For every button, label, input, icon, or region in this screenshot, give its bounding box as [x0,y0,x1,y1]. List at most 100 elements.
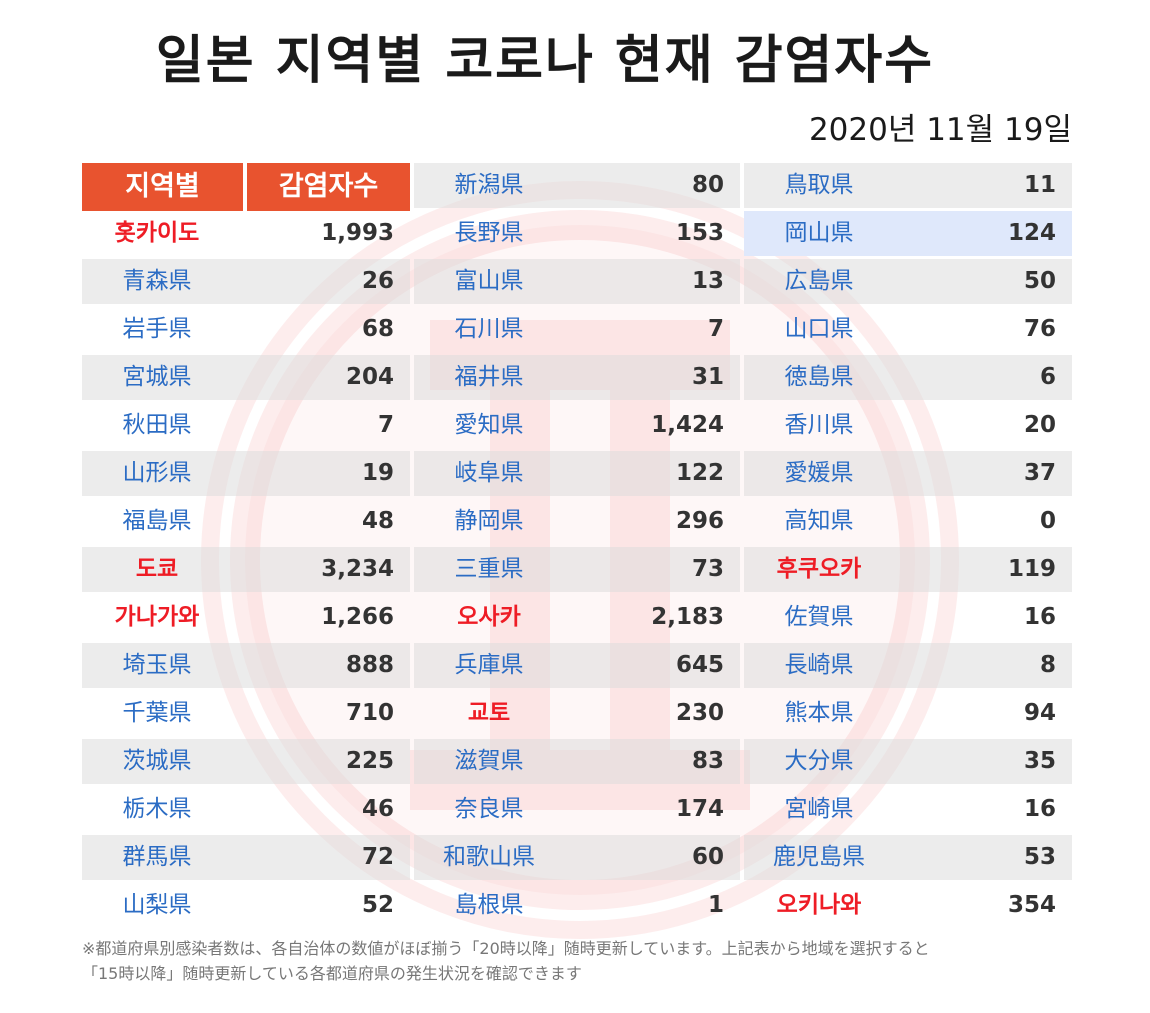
region-cell[interactable]: 가나가와 1,266 [82,595,410,640]
region-cell[interactable]: 山形県 19 [82,451,410,496]
infected-count: 16 [1023,796,1056,822]
region-name[interactable]: 岡山県 [784,220,854,246]
region-name[interactable]: 宮崎県 [784,796,854,822]
infected-count: 73 [691,556,724,582]
region-name[interactable]: 福島県 [122,508,192,534]
region-cell[interactable]: 岩手県 68 [82,307,410,352]
region-cell[interactable]: 岡山県 124 [744,211,1072,256]
region-name[interactable]: 大分県 [784,748,854,774]
region-cell[interactable]: 奈良県 174 [414,787,740,832]
region-cell[interactable]: 富山県 13 [414,259,740,304]
region-cell[interactable]: 和歌山県 60 [414,835,740,880]
region-cell[interactable]: 大分県 35 [744,739,1072,784]
region-name[interactable]: 島根県 [454,892,524,918]
region-name[interactable]: 群馬県 [122,844,192,870]
region-name[interactable]: 후쿠오카 [776,556,862,582]
region-name[interactable]: 徳島県 [784,364,854,390]
region-cell[interactable]: 福島県 48 [82,499,410,544]
region-name[interactable]: 長野県 [454,220,524,246]
region-cell[interactable]: 三重県 73 [414,547,740,592]
region-cell[interactable]: 千葉県 710 [82,691,410,736]
region-cell[interactable]: 長野県 153 [414,211,740,256]
infected-count: 296 [675,508,724,534]
region-name[interactable]: 富山県 [454,268,524,294]
region-name[interactable]: 山形県 [122,460,192,486]
region-name[interactable]: 佐賀県 [784,604,854,630]
region-name[interactable]: 兵庫県 [454,652,524,678]
region-name[interactable]: 오키나와 [776,892,862,918]
region-name[interactable]: 茨城県 [122,748,192,774]
region-cell[interactable]: 도쿄 3,234 [82,547,410,592]
region-name[interactable]: 栃木県 [122,796,192,822]
region-name[interactable]: 長崎県 [784,652,854,678]
region-cell[interactable]: 岐阜県 122 [414,451,740,496]
infected-count: 3,234 [321,556,394,582]
region-name[interactable]: 愛知県 [454,412,524,438]
region-name[interactable]: 홋카이도 [114,220,200,246]
region-cell[interactable]: 교토 230 [414,691,740,736]
region-cell[interactable]: 후쿠오카 119 [744,547,1072,592]
region-cell[interactable]: 徳島県 6 [744,355,1072,400]
region-name[interactable]: 宮城県 [122,364,192,390]
region-cell[interactable]: 群馬県 72 [82,835,410,880]
region-name[interactable]: 新潟県 [454,172,524,198]
region-cell[interactable]: 長崎県 8 [744,643,1072,688]
region-cell[interactable]: 静岡県 296 [414,499,740,544]
region-name[interactable]: 도쿄 [135,556,179,582]
region-cell[interactable]: 新潟県 80 [414,163,740,208]
region-cell[interactable]: 愛媛県 37 [744,451,1072,496]
region-name[interactable]: 愛媛県 [784,460,854,486]
infected-count: 354 [1007,892,1056,918]
region-name[interactable]: 鳥取県 [784,172,854,198]
region-name[interactable]: 岐阜県 [454,460,524,486]
region-name[interactable]: 埼玉県 [122,652,192,678]
region-cell[interactable]: 青森県 26 [82,259,410,304]
region-name[interactable]: 福井県 [454,364,524,390]
region-cell[interactable]: 愛知県 1,424 [414,403,740,448]
region-cell[interactable]: 山梨県 52 [82,883,410,928]
region-name[interactable]: 千葉県 [122,700,192,726]
region-cell[interactable]: 佐賀県 16 [744,595,1072,640]
region-cell[interactable]: 広島県 50 [744,259,1072,304]
region-cell[interactable]: 오사카 2,183 [414,595,740,640]
region-name[interactable]: 広島県 [784,268,854,294]
region-name[interactable]: 오사카 [457,604,521,630]
region-cell[interactable]: 兵庫県 645 [414,643,740,688]
region-cell[interactable]: 鹿児島県 53 [744,835,1072,880]
region-cell[interactable]: 埼玉県 888 [82,643,410,688]
region-cell[interactable]: 島根県 1 [414,883,740,928]
region-name[interactable]: 静岡県 [454,508,524,534]
region-cell[interactable]: 宮崎県 16 [744,787,1072,832]
region-cell[interactable]: 高知県 0 [744,499,1072,544]
region-name[interactable]: 秋田県 [122,412,192,438]
region-cell[interactable]: 熊本県 94 [744,691,1072,736]
region-cell[interactable]: 福井県 31 [414,355,740,400]
region-cell[interactable]: 香川県 20 [744,403,1072,448]
region-name[interactable]: 和歌山県 [443,844,535,870]
region-name[interactable]: 滋賀県 [454,748,524,774]
region-name[interactable]: 石川県 [454,316,524,342]
region-cell[interactable]: 鳥取県 11 [744,163,1072,208]
region-name[interactable]: 鹿児島県 [773,844,865,870]
region-cell[interactable]: 홋카이도 1,993 [82,211,410,256]
region-name[interactable]: 青森県 [122,268,192,294]
region-name[interactable]: 熊本県 [784,700,854,726]
region-cell[interactable]: 山口県 76 [744,307,1072,352]
region-name[interactable]: 山梨県 [122,892,192,918]
region-cell[interactable]: 滋賀県 83 [414,739,740,784]
region-cell[interactable]: 石川県 7 [414,307,740,352]
region-name[interactable]: 香川県 [784,412,854,438]
region-cell[interactable]: 栃木県 46 [82,787,410,832]
region-cell[interactable]: 오키나와 354 [744,883,1072,928]
region-name[interactable]: 山口県 [784,316,854,342]
region-name[interactable]: 가나가와 [114,604,200,630]
region-name[interactable]: 高知県 [784,508,854,534]
region-name[interactable]: 奈良県 [454,796,524,822]
infected-count: 204 [345,364,394,390]
region-cell[interactable]: 茨城県 225 [82,739,410,784]
region-cell[interactable]: 宮城県 204 [82,355,410,400]
region-name[interactable]: 교토 [467,700,511,726]
region-cell[interactable]: 秋田県 7 [82,403,410,448]
region-name[interactable]: 岩手県 [122,316,192,342]
region-name[interactable]: 三重県 [454,556,524,582]
